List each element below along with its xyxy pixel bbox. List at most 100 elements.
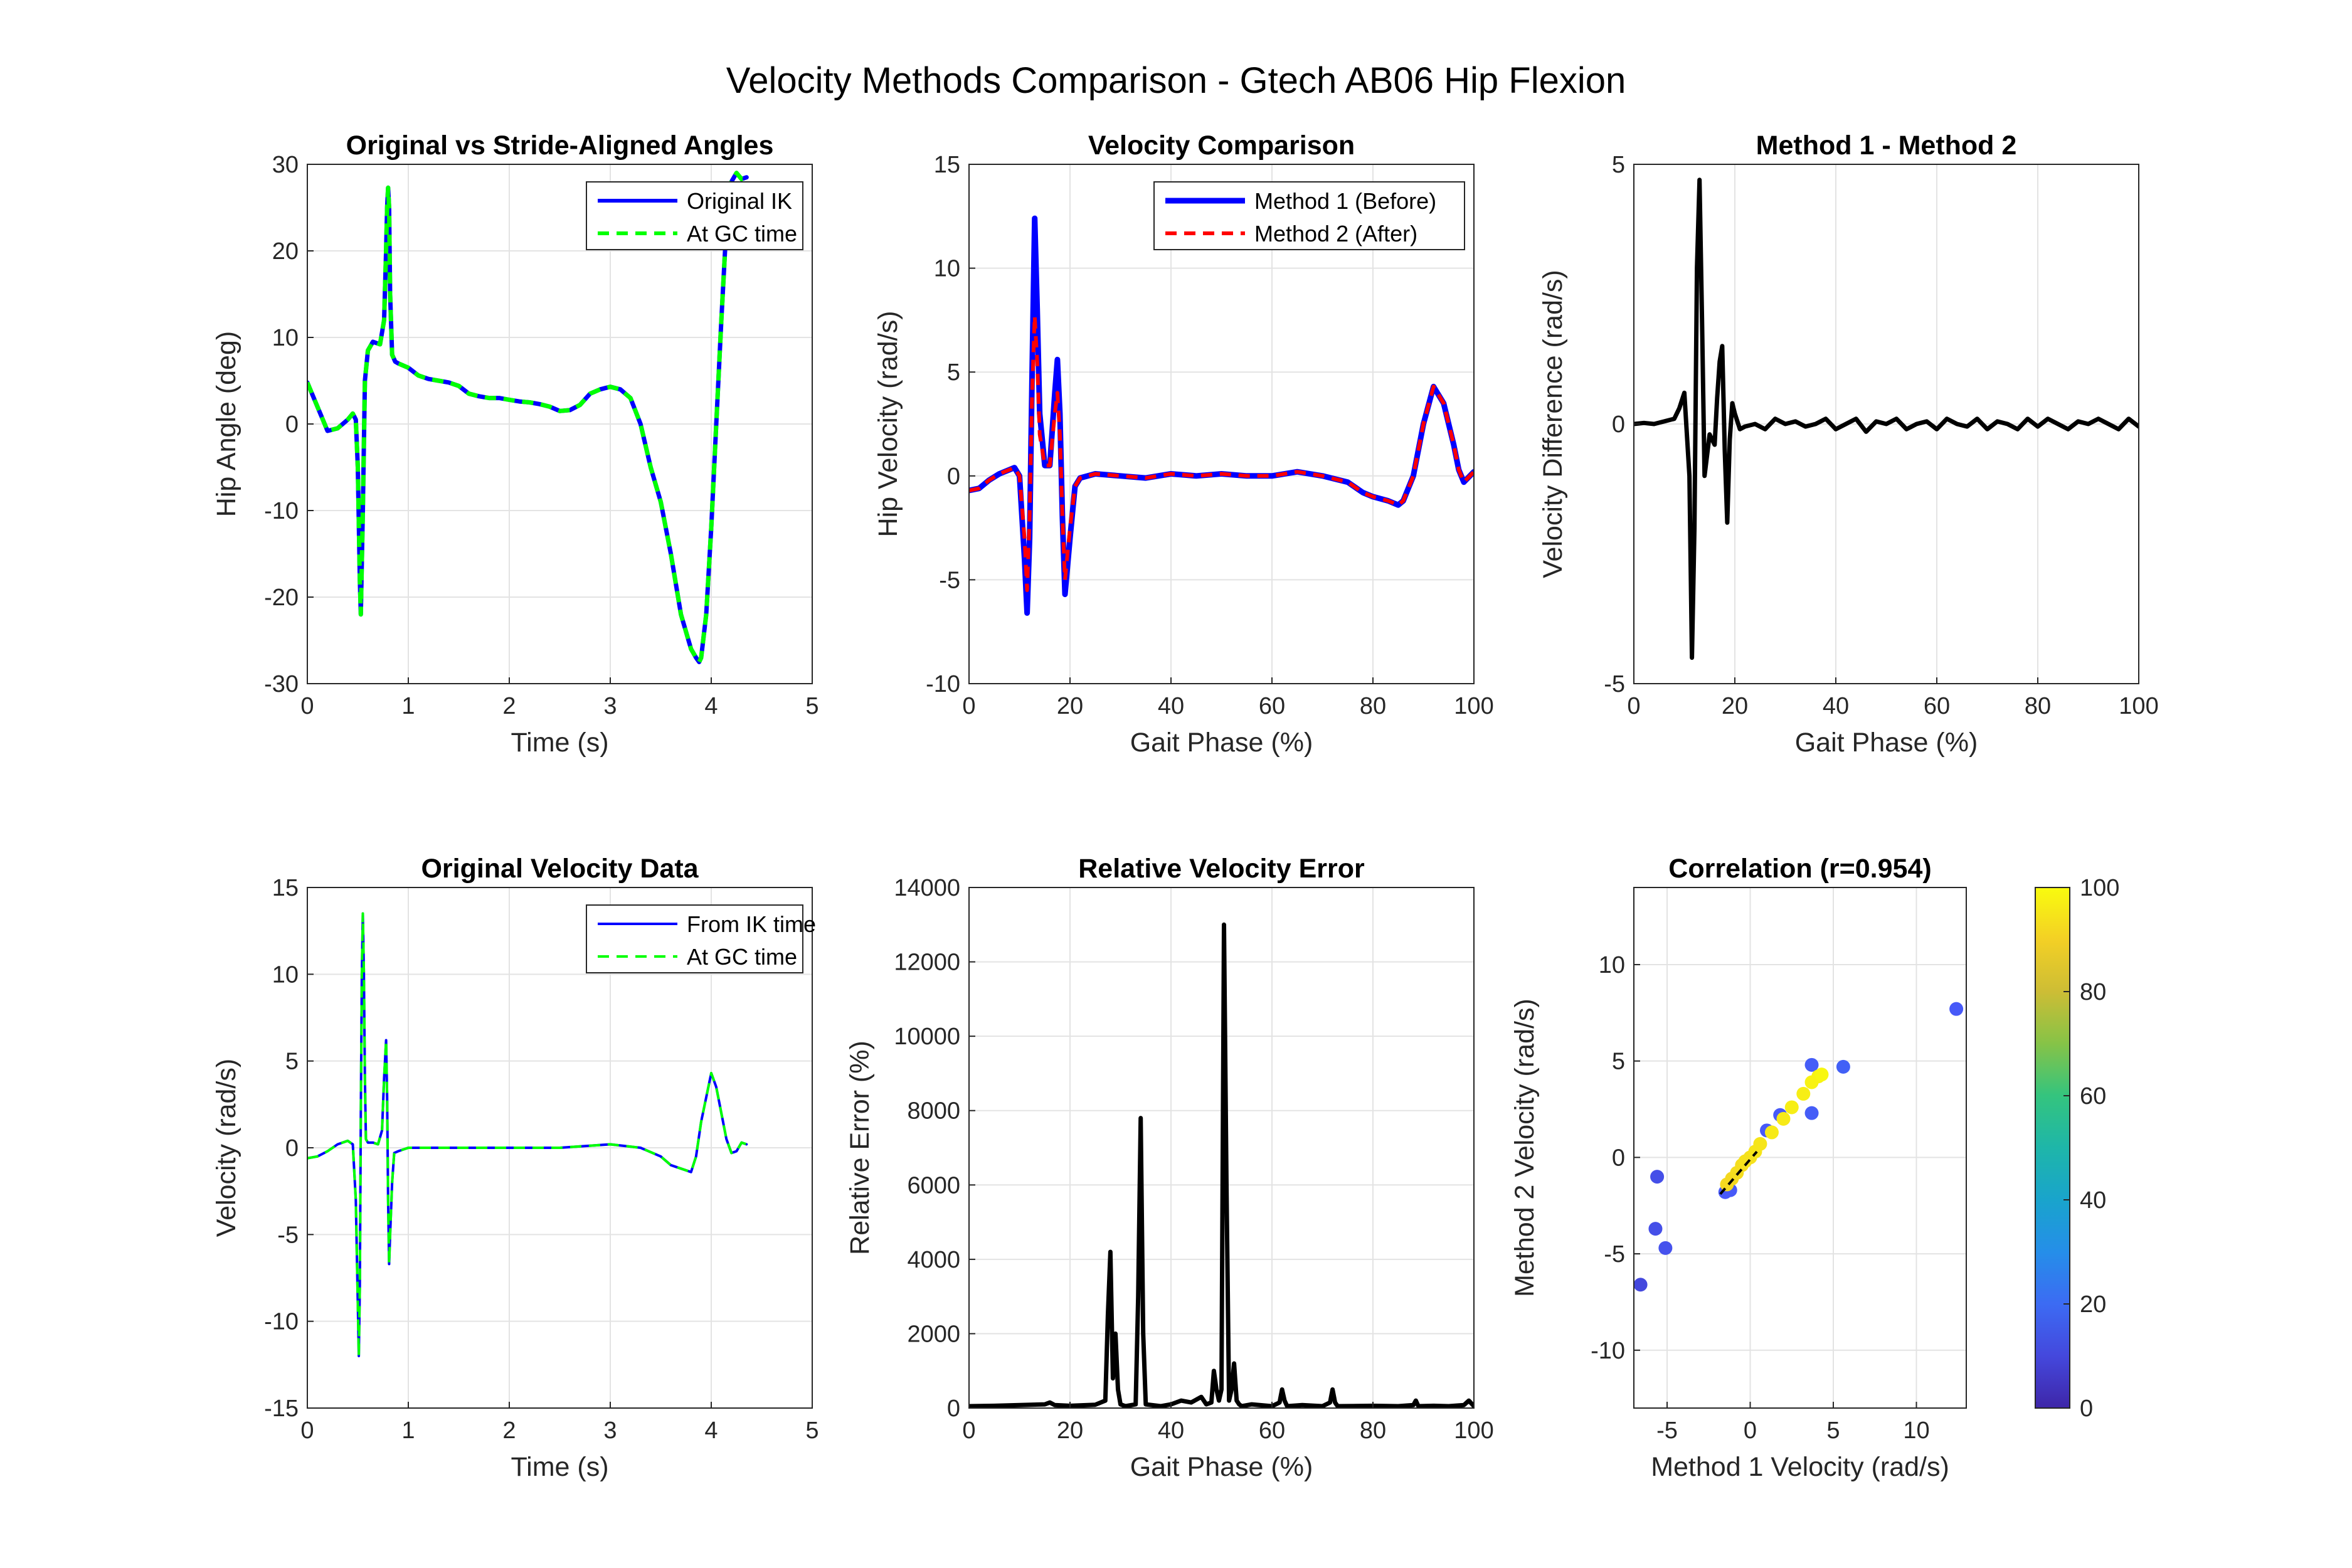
y-tick-label: 0 xyxy=(1612,411,1625,438)
subplot-title: Original Velocity Data xyxy=(421,854,699,884)
legend: Original IK At GC time xyxy=(586,181,803,250)
scatter-point xyxy=(1650,1170,1665,1184)
y-tick-label: 5 xyxy=(1612,152,1625,178)
scatter-point xyxy=(1776,1111,1791,1126)
y-tick-label: -10 xyxy=(926,671,960,697)
y-tick-label: 0 xyxy=(947,464,960,490)
x-tick-label: 20 xyxy=(1057,1417,1083,1444)
x-tick-label: 40 xyxy=(1823,693,1849,719)
legend: Method 1 (Before) Method 2 (After) xyxy=(1153,181,1465,250)
axes-box xyxy=(968,887,1475,1409)
scatter-point xyxy=(1836,1059,1850,1074)
scatter-point xyxy=(1648,1222,1663,1236)
x-tick-label: 4 xyxy=(704,693,718,719)
colorbar: 0 20 40 60 80 100 xyxy=(2035,875,2119,1422)
x-tick-label: 80 xyxy=(1360,693,1386,719)
subplot-title: Original vs Stride-Aligned Angles xyxy=(346,130,774,161)
legend-label-1: From IK time xyxy=(687,911,816,937)
y-tick-label: 10 xyxy=(272,961,299,988)
subplot-title: Relative Velocity Error xyxy=(1078,854,1365,884)
data-layer xyxy=(1634,1002,1964,1292)
legend-label-2: At GC time xyxy=(687,221,797,246)
x-axis-label: Gait Phase (%) xyxy=(1130,728,1313,758)
legend-label-2: At GC time xyxy=(687,944,797,970)
series-line-1 xyxy=(1634,177,2139,660)
series-line-2 xyxy=(307,912,747,1357)
y-tick-label: 5 xyxy=(1612,1049,1625,1075)
axes-box xyxy=(1633,887,1967,1409)
x-tick-label: 80 xyxy=(2025,693,2051,719)
colorbar-tick-label: 0 xyxy=(2080,1396,2093,1422)
y-tick-label: -20 xyxy=(264,585,299,611)
y-tick-label: 10 xyxy=(1599,952,1625,978)
scatter-point xyxy=(1814,1067,1829,1082)
x-tick-label: 1 xyxy=(401,693,415,719)
y-tick-label: -5 xyxy=(1604,1241,1625,1268)
data-layer xyxy=(307,171,749,664)
y-tick-label: -30 xyxy=(264,671,299,697)
y-tick-label: 6000 xyxy=(907,1172,960,1199)
x-axis-label: Time (s) xyxy=(511,1452,608,1482)
y-axis-label: Method 2 Velocity (rad/s) xyxy=(1510,999,1540,1297)
x-tick-label: 60 xyxy=(1259,1417,1285,1444)
x-tick-label: 0 xyxy=(962,1417,975,1444)
x-tick-label: 20 xyxy=(1722,693,1748,719)
x-tick-label: -5 xyxy=(1656,1417,1678,1444)
y-tick-label: 12000 xyxy=(894,950,960,976)
x-tick-label: 5 xyxy=(1826,1417,1840,1444)
y-tick-label: -10 xyxy=(264,1309,299,1335)
y-tick-label: 14000 xyxy=(894,875,960,901)
y-tick-label: -5 xyxy=(1604,671,1625,697)
x-tick-label: 100 xyxy=(2119,693,2158,719)
legend-label-2: Method 2 (After) xyxy=(1254,221,1417,246)
x-tick-label: 100 xyxy=(1454,1417,1493,1444)
x-tick-label: 0 xyxy=(962,693,975,719)
y-tick-label: 5 xyxy=(285,1049,299,1075)
colorbar-bar xyxy=(2035,887,2070,1409)
colorbar-tick-label: 40 xyxy=(2080,1187,2106,1214)
y-axis-label: Hip Velocity (rad/s) xyxy=(873,311,903,538)
subplot-p1: 0 1 2 3 4 5 -30 -20 -10 0 10 20 30 Original vs Stride… xyxy=(211,130,819,758)
legend-box xyxy=(1153,181,1465,250)
scatter-point xyxy=(1949,1002,1964,1016)
x-tick-label: 0 xyxy=(300,693,314,719)
colorbar-tick-label: 80 xyxy=(2080,979,2106,1005)
subplot-title: Method 1 - Method 2 xyxy=(1756,130,2017,161)
legend-box xyxy=(586,181,803,250)
y-tick-label: 15 xyxy=(934,152,960,178)
y-tick-label: 0 xyxy=(285,1135,299,1162)
x-axis-label: Time (s) xyxy=(511,728,608,758)
y-axis-label: Hip Angle (deg) xyxy=(211,331,241,517)
x-tick-label: 60 xyxy=(1259,693,1285,719)
x-tick-label: 40 xyxy=(1158,1417,1184,1444)
scatter-point xyxy=(1784,1100,1799,1115)
subplot-p2: 0 20 40 60 80 100 -10 -5 0 5 10 15 Velocity Comparis… xyxy=(873,130,1494,758)
y-tick-label: 10 xyxy=(272,325,299,351)
y-tick-label: -15 xyxy=(264,1396,299,1422)
subplot-p4: 0 1 2 3 4 5 -15 -10 -5 0 5 10 15 Original Velocity Da… xyxy=(211,854,819,1482)
y-axis-label: Velocity (rad/s) xyxy=(211,1059,241,1237)
fit-line xyxy=(1719,1150,1758,1195)
x-tick-label: 2 xyxy=(502,1417,516,1444)
subplot-p6: -5 0 5 10 -10 -5 0 5 10 Correlation (r=0.954) Meth… xyxy=(1510,854,2119,1482)
data-layer xyxy=(307,912,748,1357)
colorbar-tick-label: 20 xyxy=(2080,1291,2106,1318)
scatter-point xyxy=(1804,1106,1819,1120)
figure-title: Velocity Methods Comparison - Gtech AB06… xyxy=(726,60,1626,101)
scatter-point xyxy=(1753,1136,1767,1151)
legend: From IK time At GC time xyxy=(586,904,816,973)
x-tick-label: 60 xyxy=(1924,693,1950,719)
subplot-title: Correlation (r=0.954) xyxy=(1668,854,1931,884)
x-tick-label: 80 xyxy=(1360,1417,1386,1444)
x-tick-label: 5 xyxy=(805,1417,818,1444)
y-tick-label: 0 xyxy=(285,411,299,438)
series-line-1 xyxy=(969,922,1474,1408)
scatter-point xyxy=(1804,1057,1819,1072)
y-tick-label: 0 xyxy=(947,1396,960,1422)
series-line-2 xyxy=(969,314,1474,592)
y-tick-label: 5 xyxy=(947,359,960,386)
x-tick-label: 1 xyxy=(401,1417,415,1444)
subplot-title: Velocity Comparison xyxy=(1088,130,1355,161)
